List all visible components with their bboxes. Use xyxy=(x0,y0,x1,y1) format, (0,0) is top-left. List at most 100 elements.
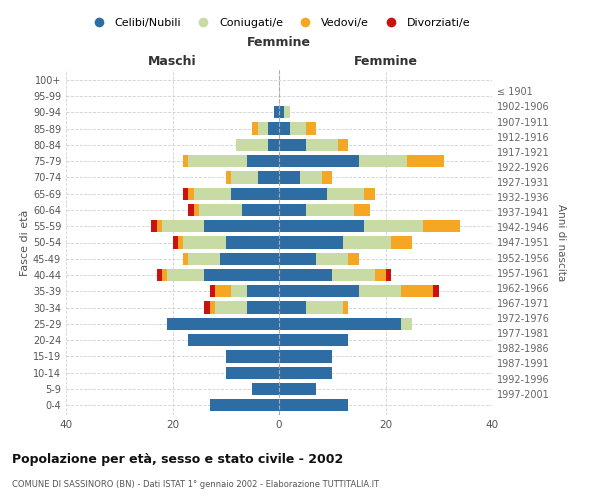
Bar xyxy=(279,172,301,183)
Bar xyxy=(332,269,375,281)
Bar xyxy=(364,220,423,232)
Bar xyxy=(205,269,279,281)
Bar xyxy=(210,399,279,411)
Bar xyxy=(247,285,279,298)
Bar xyxy=(359,285,401,298)
Y-axis label: Fasce di età: Fasce di età xyxy=(20,210,30,276)
Bar xyxy=(279,106,284,118)
Bar xyxy=(188,188,194,200)
Bar xyxy=(279,139,305,151)
Bar xyxy=(157,269,162,281)
Text: Femmine: Femmine xyxy=(353,56,418,68)
Bar xyxy=(290,122,305,134)
Bar xyxy=(205,302,210,314)
Bar xyxy=(231,188,279,200)
Bar xyxy=(205,220,279,232)
Bar xyxy=(279,236,343,248)
Bar xyxy=(375,269,386,281)
Bar xyxy=(167,269,205,281)
Bar xyxy=(274,106,279,118)
Bar xyxy=(178,236,183,248)
Bar xyxy=(279,220,364,232)
Bar xyxy=(279,252,316,265)
Bar xyxy=(279,399,348,411)
Bar xyxy=(316,252,348,265)
Bar xyxy=(236,139,268,151)
Bar xyxy=(359,155,407,167)
Bar xyxy=(231,172,258,183)
Bar xyxy=(386,269,391,281)
Bar xyxy=(253,122,258,134)
Bar xyxy=(247,155,279,167)
Bar xyxy=(157,220,162,232)
Bar xyxy=(151,220,157,232)
Bar xyxy=(279,302,305,314)
Bar xyxy=(215,285,231,298)
Bar xyxy=(188,252,220,265)
Text: Maschi: Maschi xyxy=(148,56,197,68)
Bar xyxy=(301,172,322,183)
Bar xyxy=(305,302,343,314)
Bar xyxy=(220,252,279,265)
Bar xyxy=(284,106,290,118)
Bar xyxy=(183,155,188,167)
Bar xyxy=(279,334,348,346)
Bar xyxy=(268,139,279,151)
Bar xyxy=(188,334,279,346)
Bar xyxy=(353,204,370,216)
Bar xyxy=(162,269,167,281)
Bar xyxy=(188,204,194,216)
Bar xyxy=(183,252,188,265)
Bar xyxy=(258,122,268,134)
Text: COMUNE DI SASSINORO (BN) - Dati ISTAT 1° gennaio 2002 - Elaborazione TUTTITALIA.: COMUNE DI SASSINORO (BN) - Dati ISTAT 1°… xyxy=(12,480,379,489)
Bar xyxy=(226,236,279,248)
Bar xyxy=(173,236,178,248)
Bar xyxy=(279,204,305,216)
Bar xyxy=(279,366,332,379)
Bar xyxy=(423,220,460,232)
Bar xyxy=(305,204,353,216)
Text: Femmine: Femmine xyxy=(247,36,311,50)
Bar xyxy=(348,252,359,265)
Bar xyxy=(253,383,279,395)
Bar xyxy=(401,318,412,330)
Bar xyxy=(279,122,290,134)
Bar xyxy=(247,302,279,314)
Bar xyxy=(226,366,279,379)
Bar xyxy=(407,155,444,167)
Bar xyxy=(226,172,231,183)
Bar xyxy=(215,302,247,314)
Bar xyxy=(279,155,359,167)
Bar xyxy=(226,350,279,362)
Bar xyxy=(279,350,332,362)
Bar xyxy=(364,188,375,200)
Bar xyxy=(231,285,247,298)
Bar xyxy=(188,155,247,167)
Bar xyxy=(194,188,231,200)
Y-axis label: Anni di nascita: Anni di nascita xyxy=(556,204,566,281)
Bar xyxy=(279,318,401,330)
Bar xyxy=(183,236,226,248)
Bar xyxy=(305,139,338,151)
Bar xyxy=(194,204,199,216)
Bar xyxy=(322,172,332,183)
Bar xyxy=(167,318,279,330)
Bar xyxy=(162,220,205,232)
Bar xyxy=(183,188,188,200)
Bar xyxy=(433,285,439,298)
Bar xyxy=(401,285,433,298)
Bar xyxy=(338,139,348,151)
Bar xyxy=(242,204,279,216)
Bar xyxy=(258,172,279,183)
Bar xyxy=(210,285,215,298)
Bar xyxy=(343,302,348,314)
Bar xyxy=(305,122,316,134)
Bar xyxy=(279,285,359,298)
Bar xyxy=(210,302,215,314)
Text: Popolazione per età, sesso e stato civile - 2002: Popolazione per età, sesso e stato civil… xyxy=(12,452,343,466)
Bar xyxy=(279,269,332,281)
Bar xyxy=(199,204,242,216)
Bar xyxy=(268,122,279,134)
Bar xyxy=(279,188,327,200)
Legend: Celibi/Nubili, Coniugati/e, Vedovi/e, Divorziati/e: Celibi/Nubili, Coniugati/e, Vedovi/e, Di… xyxy=(83,14,475,32)
